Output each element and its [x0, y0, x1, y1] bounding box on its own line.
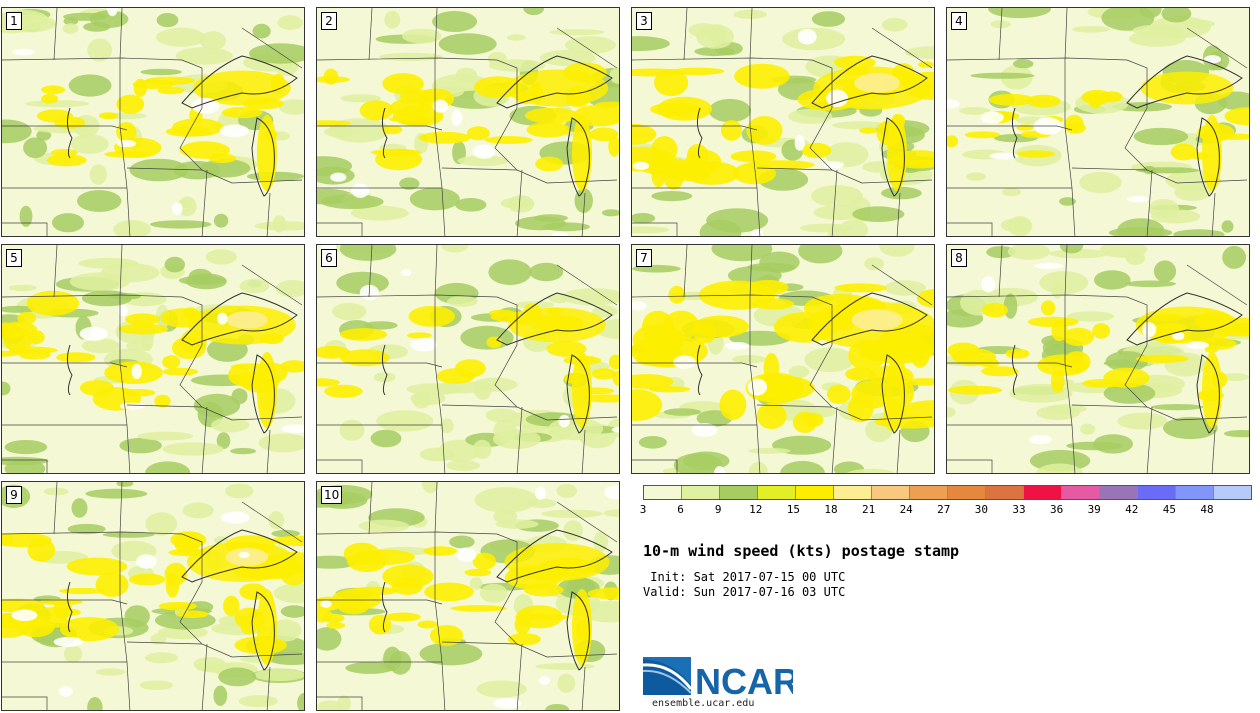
legend-tick-label: 3 [639, 503, 647, 516]
legend-tick-label: 48 [1200, 503, 1214, 516]
ensemble-member-panel: 4 [946, 7, 1250, 237]
legend-swatch [682, 486, 720, 499]
wind-speed-map [317, 245, 619, 473]
legend-tick-label: 36 [1049, 503, 1064, 516]
legend-tick-label: 9 [714, 503, 722, 516]
init-time: Init: Sat 2017-07-15 00 UTC [643, 570, 846, 584]
member-number: 7 [636, 249, 652, 267]
legend-swatch [1062, 486, 1100, 499]
wind-speed-map [632, 245, 934, 473]
member-number: 5 [6, 249, 22, 267]
member-number: 10 [321, 486, 343, 504]
legend-tick-label: 45 [1162, 503, 1177, 516]
ensemble-member-panel: 6 [316, 244, 620, 474]
member-number: 9 [6, 486, 22, 504]
ensemble-member-panel: 1 [1, 7, 305, 237]
valid-time: Valid: Sun 2017-07-16 03 UTC [643, 585, 846, 599]
legend-tick-label: 42 [1125, 503, 1139, 516]
logo-text: NCAR [695, 661, 793, 697]
member-number: 8 [951, 249, 967, 267]
legend-swatch [796, 486, 834, 499]
legend-swatch [872, 486, 910, 499]
member-number: 4 [951, 12, 967, 30]
wind-speed-map [2, 8, 304, 236]
ensemble-member-panel: 3 [631, 7, 935, 237]
legend-tick-label: 39 [1087, 503, 1101, 516]
legend-swatch [834, 486, 872, 499]
member-number: 3 [636, 12, 652, 30]
ncar-logo: NCAR [642, 655, 799, 702]
legend-swatch [1100, 486, 1138, 499]
wind-speed-map [317, 482, 619, 710]
member-number: 6 [321, 249, 337, 267]
legend-tick-label: 27 [937, 503, 951, 516]
ensemble-member-panel: 7 [631, 244, 935, 474]
legend-tick-label: 6 [677, 503, 684, 516]
legend-tick-label: 30 [974, 503, 989, 516]
legend-swatch [948, 486, 986, 499]
wind-speed-map [632, 8, 934, 236]
legend-tick-label: 24 [899, 503, 913, 516]
member-number: 2 [321, 12, 337, 30]
legend-swatch [1176, 486, 1214, 499]
legend-colorbar [643, 485, 1252, 500]
legend-swatch [1138, 486, 1176, 499]
legend-swatch [910, 486, 948, 499]
ensemble-member-panel: 9 [1, 481, 305, 711]
legend-tick-label: 12 [749, 503, 763, 516]
legend-tick-label: 18 [824, 503, 838, 516]
ensemble-member-panel: 10 [316, 481, 620, 711]
legend-swatch [644, 486, 682, 499]
legend-swatch [1214, 486, 1251, 499]
legend-swatch [720, 486, 758, 499]
legend-tick-label: 21 [861, 503, 876, 516]
legend-swatch [758, 486, 796, 499]
website-url: ensemble.ucar.edu [652, 698, 755, 709]
wind-speed-map [2, 245, 304, 473]
wind-speed-map [317, 8, 619, 236]
wind-speed-map [2, 482, 304, 710]
wind-speed-map [947, 8, 1249, 236]
member-number: 1 [6, 12, 22, 30]
ensemble-member-panel: 5 [1, 244, 305, 474]
plot-title: 10-m wind speed (kts) postage stamp [643, 542, 960, 560]
legend-swatch [986, 486, 1024, 499]
ensemble-member-panel: 8 [946, 244, 1250, 474]
legend-tick-label: 15 [786, 503, 801, 516]
wind-speed-map [947, 245, 1249, 473]
ensemble-member-panel: 2 [316, 7, 620, 237]
legend-swatch [1024, 486, 1062, 499]
legend-tick-label: 33 [1012, 503, 1026, 516]
